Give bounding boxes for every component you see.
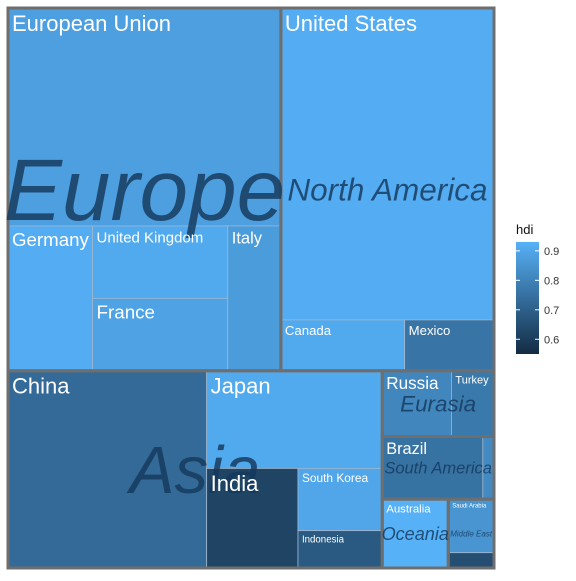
legend: hdi 0.6 0.7 0.8 0.9 [516,222,559,354]
label-united-kingdom: United Kingdom [97,229,204,246]
group-borders [6,6,496,570]
label-russia: Russia [386,374,439,393]
legend-tick-label: 0.6 [544,334,559,346]
legend-tick-label: 0.8 [544,275,559,287]
legend-tick-label: 0.7 [544,305,559,317]
legend-tick-label: 0.9 [544,246,559,258]
cell-mexico [404,319,495,372]
country-labels: European Union Germany United Kingdom Franc… [12,11,489,546]
label-indonesia: Indonesia [302,534,345,545]
cell-italy [227,225,282,372]
label-italy: Italy [232,230,263,248]
label-european-union: European Union [12,11,171,36]
label-saudi-arabia: Saudi Arabia [452,504,487,510]
cell-european-union [7,7,282,227]
label-china: China [12,374,70,399]
cell-south-korea [297,467,383,532]
label-turkey: Turkey [455,375,489,387]
cell-unlabeled [447,552,495,569]
label-united-states: United States [285,11,417,36]
cell-united-kingdom [92,225,229,299]
label-germany: Germany [12,229,90,250]
label-india: India [211,471,259,496]
group-label-middle-east: Middle East [450,529,493,538]
label-mexico: Mexico [409,323,451,338]
label-brazil: Brazil [386,440,427,458]
legend-ticks: 0.6 0.7 0.8 0.9 [516,246,559,346]
label-australia: Australia [386,503,431,515]
legend-title: hdi [516,222,533,237]
country-cells [7,7,495,569]
label-japan: Japan [211,374,271,399]
group-label-oceania: Oceania [382,524,449,544]
cell-japan [206,370,383,469]
group-label-asia: Asia [126,433,261,508]
group-label-south-america: South America [384,460,492,478]
cell-germany [7,225,93,372]
cell-united-states [280,7,495,321]
group-labels: Europe North America Asia Eurasia South Amer… [4,141,493,544]
legend-colorbar [516,242,539,354]
cell-saudi-arabia [447,498,495,554]
label-france: France [97,301,155,322]
group-label-eurasia: Eurasia [400,391,476,416]
group-label-north-america: North America [287,171,487,207]
label-canada: Canada [285,323,332,338]
label-south-korea: South Korea [302,471,368,485]
group-label-europe: Europe [4,141,286,239]
group-border-middle-east [446,497,496,570]
cell-france [92,297,229,372]
